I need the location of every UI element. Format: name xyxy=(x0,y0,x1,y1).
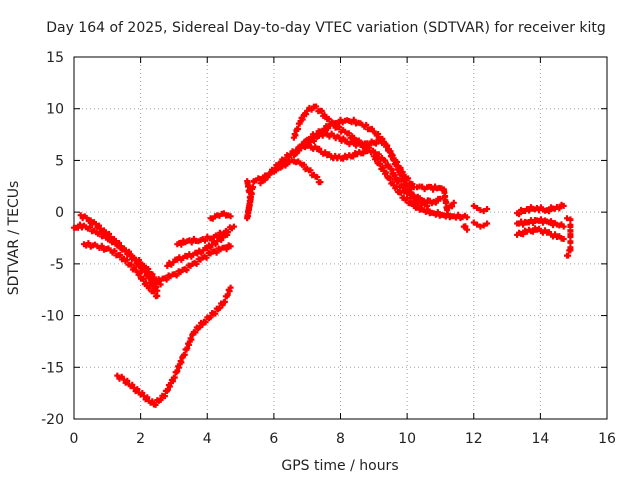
series-track-14 xyxy=(370,153,471,222)
series-markers xyxy=(81,240,161,300)
chart-title: Day 164 of 2025, Sidereal Day-to-day VTE… xyxy=(46,20,606,36)
series-markers xyxy=(370,153,471,222)
series-track-19 xyxy=(514,201,567,218)
x-tick-label: 14 xyxy=(531,431,549,447)
y-tick-label: -15 xyxy=(41,360,64,376)
series-markers xyxy=(244,178,254,222)
series-markers xyxy=(514,225,567,242)
series-track-3 xyxy=(81,240,161,300)
tick-layer: 0 2 4 6 8 10 12 14 16 -20 -15 -10 -5 0 5 10 15 xyxy=(41,50,616,447)
series-track-10 xyxy=(257,141,371,187)
series-track-8 xyxy=(114,284,234,408)
series-markers xyxy=(147,242,234,286)
series-markers xyxy=(207,210,234,222)
y-tick-label: -10 xyxy=(41,309,64,325)
y-tick-label: 0 xyxy=(55,205,64,221)
y-tick-label: 10 xyxy=(46,102,64,118)
y-tick-label: 5 xyxy=(55,153,64,169)
series-track-15 xyxy=(414,183,457,214)
series-markers xyxy=(470,202,491,215)
x-tick-label: 4 xyxy=(203,431,212,447)
data-layer xyxy=(71,103,574,408)
series-track-5 xyxy=(164,231,231,269)
y-tick-label: 15 xyxy=(46,50,64,66)
series-track-9 xyxy=(244,157,324,221)
x-tick-label: 12 xyxy=(465,431,483,447)
series-track-23 xyxy=(244,178,254,222)
series-markers xyxy=(460,223,471,233)
series-markers xyxy=(174,223,237,248)
series-markers xyxy=(257,141,371,187)
x-tick-label: 16 xyxy=(598,431,616,447)
grid-layer xyxy=(74,57,607,419)
y-tick-label: -20 xyxy=(41,412,64,428)
series-track-20 xyxy=(514,216,567,230)
series-markers xyxy=(304,130,444,207)
series-markers xyxy=(564,215,574,259)
series-track-17 xyxy=(470,202,491,215)
x-tick-label: 10 xyxy=(398,431,416,447)
x-tick-label: 2 xyxy=(136,431,145,447)
x-tick-label: 8 xyxy=(336,431,345,447)
series-markers xyxy=(244,157,324,221)
series-track-22 xyxy=(564,215,574,259)
series-track-21 xyxy=(514,225,567,242)
x-tick-label: 0 xyxy=(70,431,79,447)
y-tick-label: -5 xyxy=(50,257,64,273)
x-axis-label: GPS time / hours xyxy=(281,458,398,474)
y-axis-label: SDTVAR / TECUs xyxy=(6,181,22,296)
series-track-18 xyxy=(470,219,491,230)
series-markers xyxy=(514,201,567,218)
series-track-4 xyxy=(147,242,234,286)
series-track-7 xyxy=(207,210,234,222)
series-track-13 xyxy=(304,130,444,207)
series-track-6 xyxy=(174,223,237,248)
series-markers xyxy=(514,216,567,230)
series-markers xyxy=(414,183,457,214)
series-markers xyxy=(114,284,234,408)
series-track-16 xyxy=(460,223,471,233)
series-markers xyxy=(470,219,491,230)
series-markers xyxy=(164,231,231,269)
x-tick-label: 6 xyxy=(269,431,278,447)
